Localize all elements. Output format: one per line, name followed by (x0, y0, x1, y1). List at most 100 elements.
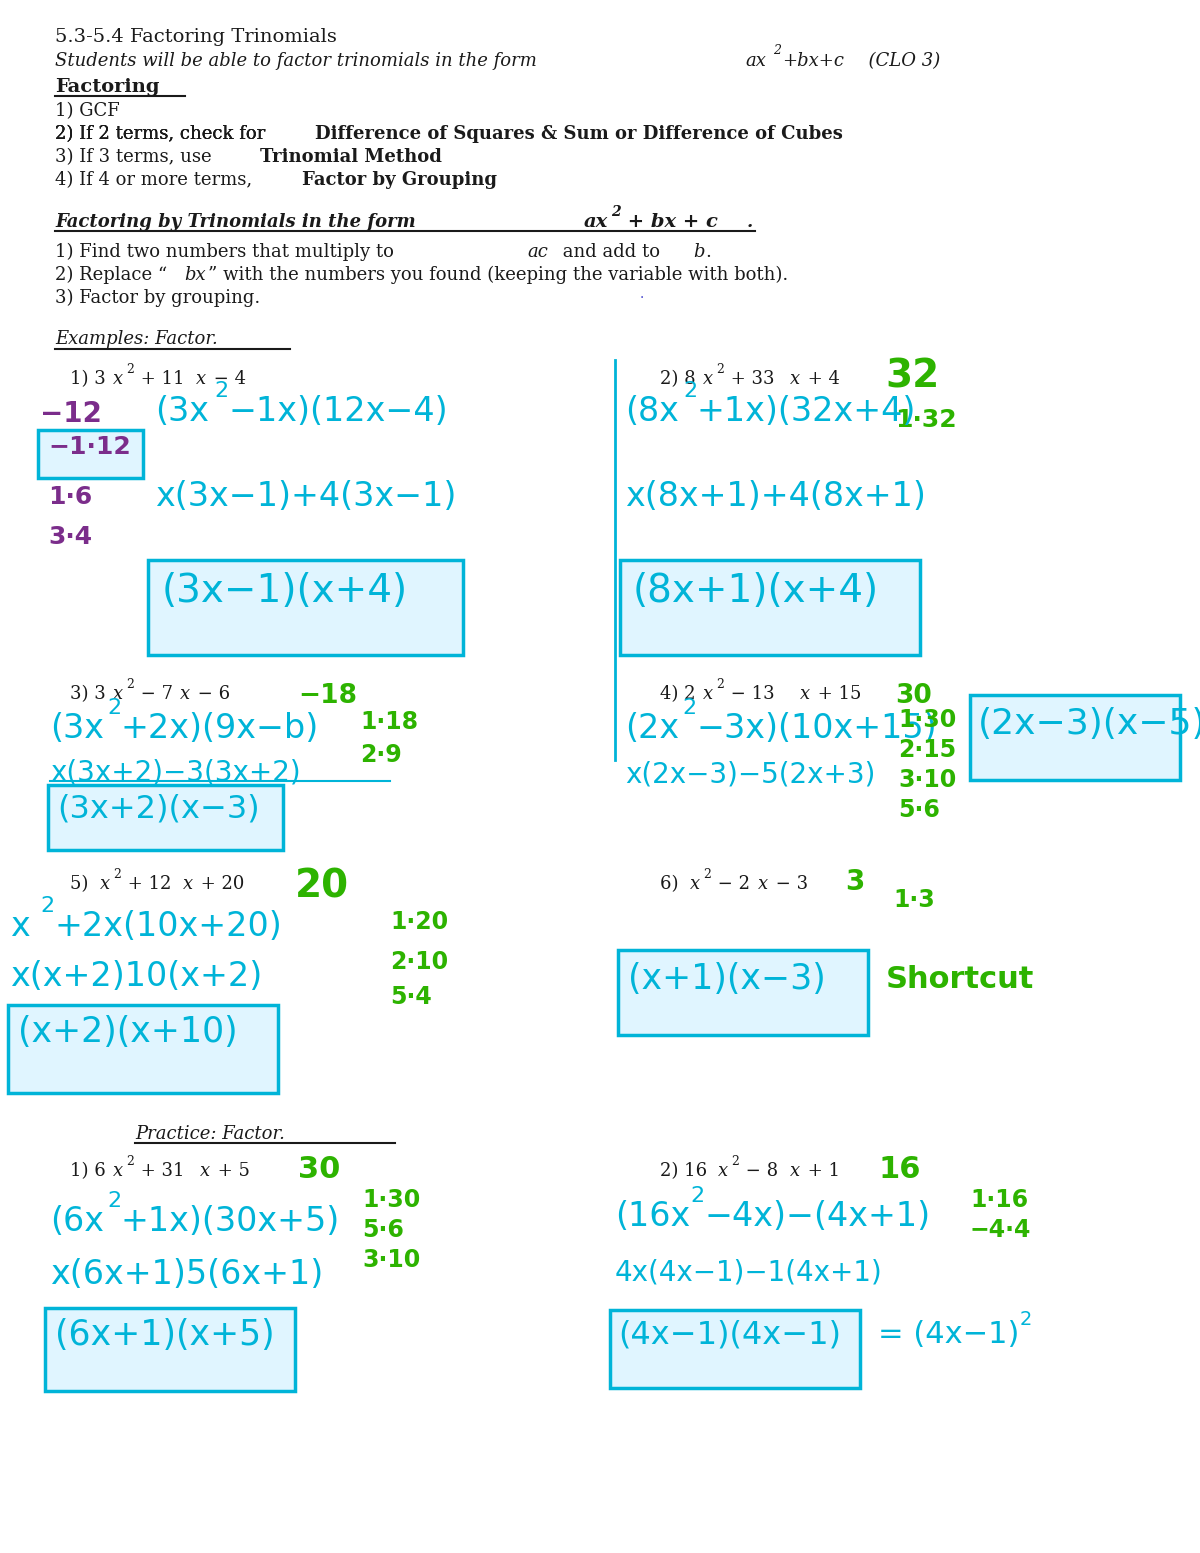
Text: −1·12: −1·12 (48, 435, 131, 460)
Text: 2: 2 (1020, 1311, 1032, 1329)
Text: x: x (703, 370, 713, 388)
Text: 3) If 3 terms, use: 3) If 3 terms, use (55, 148, 217, 166)
Text: +1x)(32x+4): +1x)(32x+4) (697, 394, 917, 429)
Text: 2) If 2 terms, check for: 2) If 2 terms, check for (55, 124, 271, 143)
Text: x: x (703, 685, 713, 704)
Text: 1·6: 1·6 (48, 485, 92, 509)
Text: 3: 3 (845, 868, 864, 896)
Text: 4) 2: 4) 2 (660, 685, 696, 704)
Text: 2: 2 (113, 868, 121, 881)
Text: − 6: − 6 (192, 685, 230, 704)
Text: + 1: + 1 (802, 1162, 840, 1180)
Text: 30: 30 (895, 683, 931, 710)
Text: +2x(10x+20): +2x(10x+20) (54, 910, 282, 943)
Text: 3·10: 3·10 (362, 1249, 420, 1272)
FancyBboxPatch shape (970, 696, 1180, 780)
Text: 1) Find two numbers that multiply to: 1) Find two numbers that multiply to (55, 242, 400, 261)
Text: 4x(4x−1)−1(4x+1): 4x(4x−1)−1(4x+1) (616, 1258, 883, 1286)
FancyBboxPatch shape (618, 950, 868, 1034)
Text: + 11: + 11 (134, 370, 185, 388)
Text: (3x: (3x (50, 711, 104, 745)
Text: 2: 2 (682, 697, 696, 717)
Text: 2·9: 2·9 (360, 742, 402, 767)
Text: 1·32: 1·32 (895, 408, 956, 432)
Text: 2·10: 2·10 (390, 950, 448, 974)
Text: 2) 16: 2) 16 (660, 1162, 707, 1180)
FancyBboxPatch shape (8, 1005, 278, 1093)
Text: 2: 2 (716, 363, 724, 376)
Text: 2: 2 (773, 43, 781, 57)
Text: 2: 2 (126, 1155, 134, 1168)
Text: 5·6: 5·6 (898, 798, 940, 822)
FancyBboxPatch shape (46, 1308, 295, 1391)
Text: − 7: − 7 (134, 685, 173, 704)
Text: 5·6: 5·6 (362, 1218, 404, 1242)
Text: 1·30: 1·30 (362, 1188, 420, 1211)
Text: x: x (113, 370, 124, 388)
Text: x: x (790, 1162, 800, 1180)
Text: 2: 2 (214, 380, 228, 401)
Text: (x+2)(x+10): (x+2)(x+10) (18, 1016, 238, 1048)
Text: + 31: + 31 (134, 1162, 185, 1180)
Text: +bx+c: +bx+c (782, 51, 844, 70)
Text: −12: −12 (40, 401, 102, 429)
Text: 2: 2 (731, 1155, 739, 1168)
Text: 1·30: 1·30 (898, 708, 956, 731)
Text: + bx + c: + bx + c (622, 213, 718, 231)
Text: 2: 2 (126, 679, 134, 691)
Text: .: . (746, 213, 754, 231)
Text: ax: ax (584, 213, 608, 231)
Text: x(2x−3)−5(2x+3): x(2x−3)−5(2x+3) (625, 759, 875, 787)
Text: (3x−1)(x+4): (3x−1)(x+4) (162, 572, 408, 610)
Text: − 4: − 4 (208, 370, 246, 388)
Text: 4) If 4 or more terms,: 4) If 4 or more terms, (55, 171, 258, 189)
Text: x: x (800, 685, 810, 704)
Text: 2: 2 (107, 697, 121, 717)
Text: 2: 2 (611, 205, 620, 219)
Text: 6): 6) (660, 874, 684, 893)
Text: 3) Factor by grouping.: 3) Factor by grouping. (55, 289, 260, 307)
Text: + 20: + 20 (194, 874, 245, 893)
Text: (6x: (6x (50, 1205, 104, 1238)
Text: 2: 2 (703, 868, 710, 881)
Text: Factoring by Trinomials in the form: Factoring by Trinomials in the form (55, 213, 422, 231)
Text: + 33: + 33 (725, 370, 774, 388)
Text: x(3x+2)−3(3x+2): x(3x+2)−3(3x+2) (50, 758, 301, 786)
Text: 20: 20 (295, 868, 349, 905)
Text: = (4x−1): = (4x−1) (878, 1320, 1019, 1350)
Text: 1·3: 1·3 (893, 888, 935, 912)
Text: ax: ax (745, 51, 766, 70)
FancyBboxPatch shape (38, 430, 143, 478)
Text: x: x (180, 685, 190, 704)
FancyBboxPatch shape (148, 561, 463, 655)
Text: −4·4: −4·4 (970, 1218, 1031, 1242)
Text: ” with the numbers you found (keeping the variable with both).: ” with the numbers you found (keeping th… (208, 266, 788, 284)
Text: 3·4: 3·4 (48, 525, 92, 550)
Text: 1) 3: 1) 3 (70, 370, 106, 388)
Text: 2·15: 2·15 (898, 738, 956, 763)
Text: x(6x+1)5(6x+1): x(6x+1)5(6x+1) (50, 1258, 323, 1291)
Text: − 3: − 3 (770, 874, 808, 893)
Text: 2: 2 (683, 380, 697, 401)
Text: +2x)(9x−b): +2x)(9x−b) (121, 711, 319, 745)
Text: 1·20: 1·20 (390, 910, 448, 933)
Text: .: . (706, 242, 710, 261)
Text: +1x)(30x+5): +1x)(30x+5) (121, 1205, 341, 1238)
Text: 5·4: 5·4 (390, 985, 432, 1009)
Text: Factor by Grouping: Factor by Grouping (302, 171, 497, 189)
Text: 1·18: 1·18 (360, 710, 418, 735)
Text: − 2: − 2 (712, 874, 750, 893)
Text: − 13: − 13 (725, 685, 775, 704)
Text: x: x (113, 1162, 124, 1180)
Text: (4x−1)(4x−1): (4x−1)(4x−1) (618, 1320, 841, 1351)
Text: 2: 2 (690, 1186, 704, 1207)
Text: 16: 16 (878, 1155, 920, 1183)
Text: x: x (718, 1162, 728, 1180)
Text: 3) 3: 3) 3 (70, 685, 106, 704)
Text: x(3x−1)+4(3x−1): x(3x−1)+4(3x−1) (155, 480, 456, 512)
Text: (3x+2)(x−3): (3x+2)(x−3) (58, 794, 259, 825)
Text: (2x: (2x (625, 711, 679, 745)
Text: x: x (100, 874, 110, 893)
Text: 1·16: 1·16 (970, 1188, 1028, 1211)
Text: Factoring: Factoring (55, 78, 160, 96)
